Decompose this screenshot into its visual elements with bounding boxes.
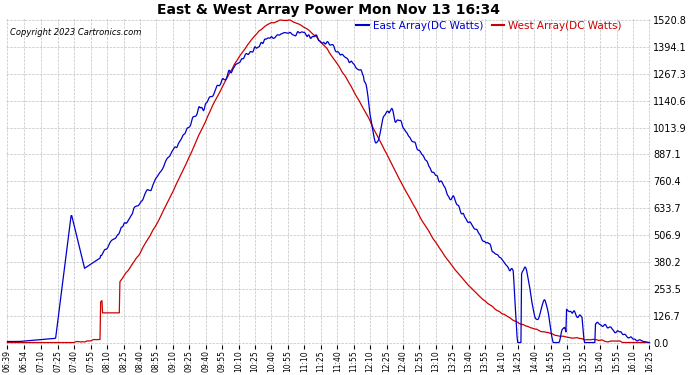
Legend: East Array(DC Watts), West Array(DC Watts): East Array(DC Watts), West Array(DC Watt… xyxy=(352,16,626,35)
Title: East & West Array Power Mon Nov 13 16:34: East & West Array Power Mon Nov 13 16:34 xyxy=(157,3,500,17)
Text: Copyright 2023 Cartronics.com: Copyright 2023 Cartronics.com xyxy=(10,28,141,37)
